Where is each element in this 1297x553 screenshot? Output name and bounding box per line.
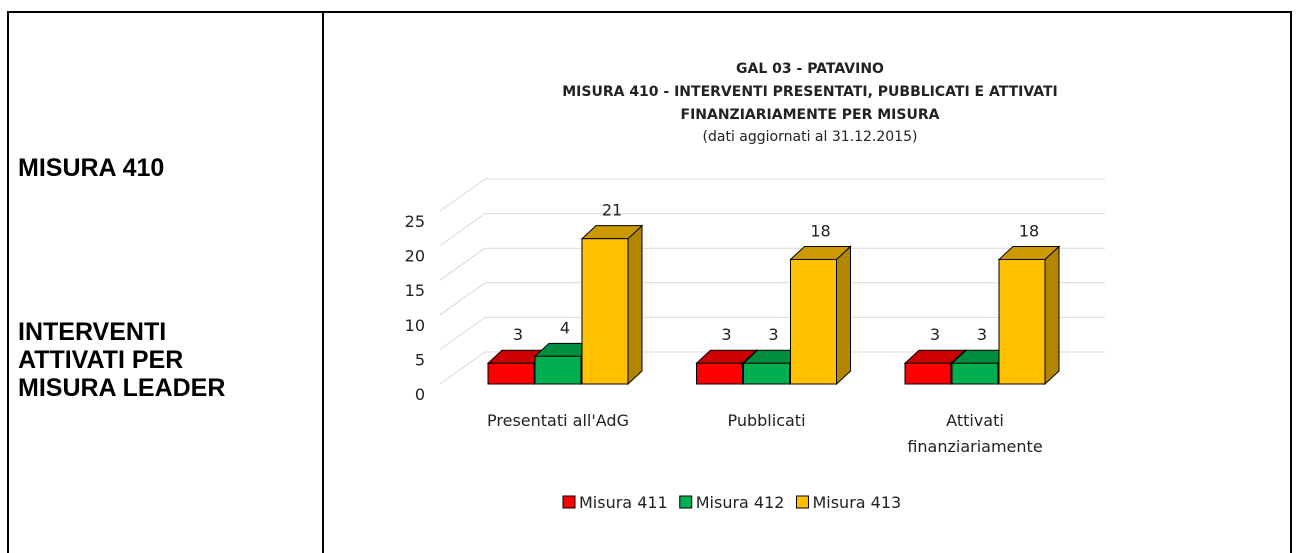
bar-front [951,362,999,385]
value-label: 3 [930,325,940,344]
bar-front [487,362,535,385]
value-label: 3 [977,325,987,344]
x-tick-label: Presentati all'AdG [487,411,629,430]
bar-front [743,362,790,385]
value-label: 3 [768,325,778,344]
y-tick-label: 0 [415,385,425,404]
legend-swatch [795,495,809,509]
chart-title: MISURA 410 - INTERVENTI PRESENTATI, PUBB… [562,84,1058,100]
legend-label: Misura 413 [812,493,901,512]
bar-front [998,258,1046,385]
value-label: 18 [1019,221,1039,240]
sidebar-heading: MISURA 410 [18,154,165,182]
y-tick-label: 20 [405,247,425,266]
bar-front [534,355,582,385]
grid-line-side [439,282,486,316]
value-label: 3 [721,325,731,344]
value-label: 3 [513,325,523,344]
right-cell [322,11,1292,553]
bar-side [627,224,643,386]
bar-front [904,362,952,385]
chart-title: FINANZIARIAMENTE PER MISURA [681,107,940,123]
grid-line-side [439,247,486,281]
bar-front [696,362,743,385]
chart-title: GAL 03 - PATAVINO [736,61,884,77]
bar [580,224,644,386]
grid-line-side [439,351,486,385]
sidebar-subheading: INTERVENTI ATTIVATI PER MISURA LEADER [18,318,226,402]
legend-label: Misura 412 [696,493,785,512]
y-tick-label: 10 [405,316,425,335]
bar [789,245,852,386]
bar-front [581,238,629,385]
x-tick-label: Pubblicati [727,411,806,430]
legend-swatch [562,495,576,509]
chart-subtitle: (dati aggiornati al 31.12.2015) [703,129,918,145]
y-tick-label: 5 [415,350,425,369]
grid-line-side [439,316,486,350]
legend-swatch [679,495,693,509]
value-label: 4 [560,318,570,337]
y-tick-label: 25 [405,212,425,231]
bar-side [836,245,851,386]
y-tick-label: 15 [405,281,425,300]
grid-line-side [439,213,486,247]
bar [997,245,1061,386]
bar-side [1044,245,1060,386]
value-label: 21 [602,201,622,220]
bar-front [790,258,837,385]
legend-label: Misura 411 [579,493,668,512]
value-label: 18 [810,221,830,240]
x-tick-label: Attivati finanziariamente [907,411,1043,456]
grid-line-side [439,178,486,212]
